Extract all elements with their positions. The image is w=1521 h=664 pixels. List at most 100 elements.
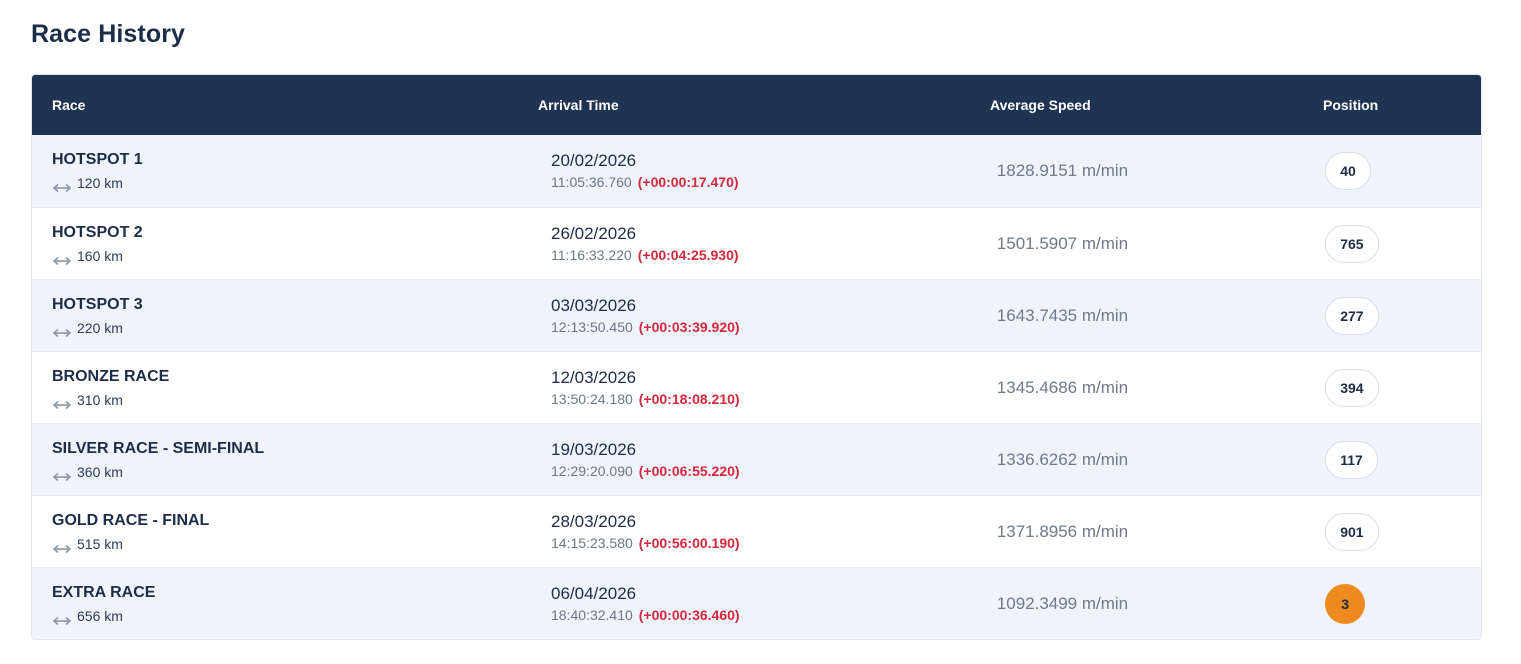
race-distance-value: 360 km	[77, 463, 123, 480]
table-row[interactable]: GOLD RACE - FINAL 515 km 28/03/2026 14:1…	[32, 495, 1481, 567]
position-cell: 277	[1325, 296, 1481, 335]
arrival-date: 20/02/2026	[551, 151, 637, 170]
arrival-date: 26/02/2026	[551, 223, 637, 243]
race-name: EXTRA RACE	[52, 583, 156, 601]
arrival-time-line: 11:05:36.760 (+00:00:17.470)	[551, 173, 997, 191]
race-distance: 120 km	[52, 174, 551, 193]
race-distance-value: 120 km	[77, 175, 123, 191]
arrival-time-line: 14:15:23.580 (+00:56:00.190)	[551, 534, 997, 552]
race-name: HOTSPOT 3	[52, 295, 143, 313]
race-distance-value: 220 km	[77, 319, 123, 336]
table-body: HOTSPOT 1 120 km 20/02/2026 11:05:36.760…	[32, 135, 1481, 639]
position-badge: 394	[1325, 368, 1379, 407]
double-arrow-horizontal-icon	[52, 612, 72, 625]
arrival-time-line: 12:29:20.090 (+00:06:55.220)	[551, 462, 997, 480]
race-name: HOTSPOT 1	[52, 151, 143, 168]
arrival-date: 28/03/2026	[551, 511, 637, 531]
header-average-speed: Average Speed	[990, 97, 1091, 113]
arrival-time: 14:15:23.580	[551, 534, 633, 551]
arrival-time: 11:16:33.220	[551, 246, 632, 263]
arrival-time: 12:13:50.450	[551, 318, 633, 335]
arrival-time-line: 12:13:50.450 (+00:03:39.920)	[551, 318, 997, 336]
arrival-date: 19/03/2026	[551, 439, 637, 459]
race-distance: 310 km	[52, 391, 551, 409]
header-arrival-time: Arrival Time	[538, 97, 619, 113]
race-history-table: Race Arrival Time Average Speed Position…	[31, 74, 1482, 640]
table-row[interactable]: HOTSPOT 2 160 km 26/02/2026 11:16:33.220…	[32, 207, 1481, 279]
position-badge: 901	[1325, 512, 1379, 551]
race-cell: SILVER RACE - SEMI-FINAL 360 km	[32, 439, 551, 481]
table-header: Race Arrival Time Average Speed Position	[32, 75, 1481, 135]
position-badge: 277	[1325, 296, 1379, 335]
race-distance: 515 km	[52, 535, 551, 553]
race-cell: HOTSPOT 2 160 km	[32, 223, 551, 265]
position-badge: 765	[1325, 224, 1379, 263]
arrival-cell: 03/03/2026 12:13:50.450 (+00:03:39.920)	[551, 296, 997, 336]
race-distance-value: 160 km	[77, 247, 123, 264]
race-distance-value: 515 km	[77, 535, 123, 552]
arrival-time-gap: (+00:18:08.210)	[638, 390, 740, 407]
arrival-time-gap: (+00:56:00.190)	[638, 534, 740, 551]
race-cell: EXTRA RACE 656 km	[32, 583, 551, 625]
arrival-time-line: 11:16:33.220 (+00:04:25.930)	[551, 246, 997, 264]
position-cell: 394	[1325, 368, 1481, 407]
table-row[interactable]: EXTRA RACE 656 km 06/04/2026 18:40:32.41…	[32, 567, 1481, 639]
race-distance-value: 310 km	[77, 391, 123, 408]
race-name: HOTSPOT 2	[52, 223, 143, 241]
double-arrow-horizontal-icon	[52, 324, 72, 337]
double-arrow-horizontal-icon	[52, 540, 72, 553]
arrival-time: 13:50:24.180	[551, 390, 633, 407]
position-badge: 3	[1325, 583, 1366, 624]
double-arrow-horizontal-icon	[52, 179, 72, 193]
arrival-time: 11:05:36.760	[551, 174, 632, 190]
position-cell: 40	[1325, 152, 1481, 190]
race-distance: 220 km	[52, 319, 551, 337]
position-cell: 765	[1325, 224, 1481, 263]
average-speed: 1336.6262 m/min	[996, 449, 1129, 469]
arrival-time-gap: (+00:03:39.920)	[638, 318, 740, 335]
position-badge: 117	[1325, 440, 1378, 479]
header-race: Race	[52, 97, 86, 113]
arrival-cell: 12/03/2026 13:50:24.180 (+00:18:08.210)	[551, 368, 997, 408]
arrival-cell: 19/03/2026 12:29:20.090 (+00:06:55.220)	[551, 440, 997, 480]
race-distance: 360 km	[52, 463, 551, 481]
table-row[interactable]: HOTSPOT 1 120 km 20/02/2026 11:05:36.760…	[32, 135, 1481, 207]
double-arrow-horizontal-icon	[52, 252, 72, 265]
table-row[interactable]: HOTSPOT 3 220 km 03/03/2026 12:13:50.450…	[32, 279, 1481, 351]
double-arrow-horizontal-icon	[52, 468, 72, 481]
table-row[interactable]: SILVER RACE - SEMI-FINAL 360 km 19/03/20…	[32, 423, 1481, 495]
race-cell: GOLD RACE - FINAL 515 km	[32, 511, 551, 553]
arrival-time-gap: (+00:04:25.930)	[637, 246, 739, 263]
arrival-cell: 06/04/2026 18:40:32.410 (+00:00:36.460)	[551, 584, 997, 624]
page-title: Race History	[31, 20, 186, 48]
race-distance: 656 km	[52, 607, 551, 625]
table-row[interactable]: BRONZE RACE 310 km 12/03/2026 13:50:24.1…	[32, 351, 1481, 423]
race-name: BRONZE RACE	[52, 367, 170, 385]
arrival-time: 12:29:20.090	[551, 462, 633, 479]
position-cell: 3	[1325, 583, 1481, 624]
position-cell: 117	[1325, 440, 1481, 479]
arrival-date: 06/04/2026	[551, 583, 637, 603]
arrival-time-gap: (+00:00:17.470)	[637, 174, 739, 190]
position-badge: 40	[1325, 152, 1371, 190]
race-cell: BRONZE RACE 310 km	[32, 367, 551, 409]
race-cell: HOTSPOT 3 220 km	[32, 295, 551, 337]
average-speed: 1501.5907 m/min	[996, 233, 1129, 253]
arrival-cell: 20/02/2026 11:05:36.760 (+00:00:17.470)	[551, 151, 997, 191]
race-cell: HOTSPOT 1 120 km	[32, 150, 551, 193]
average-speed: 1092.3499 m/min	[996, 593, 1129, 613]
arrival-time: 18:40:32.410	[551, 606, 633, 623]
arrival-date: 12/03/2026	[551, 367, 637, 387]
average-speed: 1371.8956 m/min	[996, 521, 1129, 541]
arrival-time-gap: (+00:00:36.460)	[638, 606, 740, 623]
arrival-cell: 28/03/2026 14:15:23.580 (+00:56:00.190)	[551, 512, 997, 552]
arrival-date: 03/03/2026	[551, 295, 637, 315]
arrival-time-line: 13:50:24.180 (+00:18:08.210)	[551, 390, 997, 408]
header-position: Position	[1323, 97, 1379, 113]
race-name: GOLD RACE - FINAL	[52, 511, 210, 529]
position-cell: 901	[1325, 512, 1481, 551]
average-speed: 1643.7435 m/min	[996, 305, 1129, 325]
arrival-time-gap: (+00:06:55.220)	[638, 462, 740, 479]
average-speed: 1345.4686 m/min	[996, 377, 1129, 397]
double-arrow-horizontal-icon	[52, 396, 72, 409]
